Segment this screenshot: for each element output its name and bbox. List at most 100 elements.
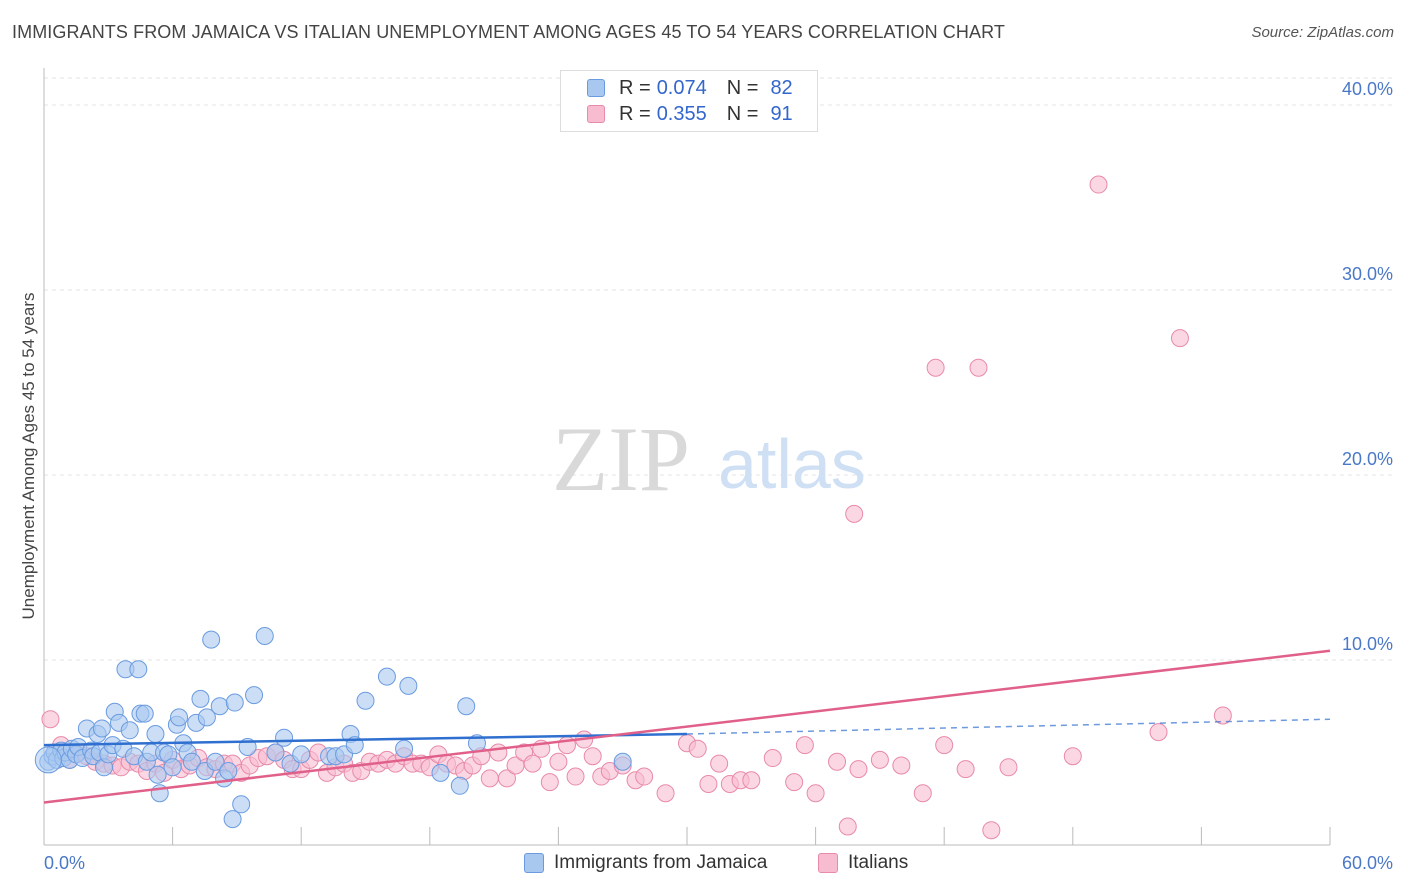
point-italians (1170, 329, 1189, 348)
point-italians (583, 747, 602, 766)
point-jamaica (275, 728, 294, 747)
point-jamaica (219, 762, 238, 780)
point-italians (763, 749, 782, 768)
point-jamaica (191, 689, 210, 708)
point-jamaica (170, 708, 189, 727)
point-italians (549, 752, 568, 771)
source-label: Source: ZipAtlas.com (1251, 24, 1394, 41)
legend-swatch-jamaica (587, 79, 605, 97)
point-jamaica (206, 752, 225, 771)
point-italians (956, 760, 975, 779)
trendline-jamaica-extension (686, 718, 1331, 735)
point-italians (926, 358, 945, 377)
chart-title: IMMIGRANTS FROM JAMAICA VS ITALIAN UNEMP… (12, 22, 1005, 42)
point-jamaica (356, 691, 375, 710)
y-tick-label: 10.0% (1342, 634, 1393, 654)
legend-swatch-italians (587, 105, 605, 123)
bottom-legend-item-italians: Italians (818, 852, 908, 874)
point-italians (870, 750, 889, 769)
point-italians (1213, 706, 1232, 725)
point-italians (785, 773, 804, 792)
point-italians (828, 752, 847, 771)
trendlines (43, 649, 1331, 804)
point-italians (935, 736, 954, 755)
point-jamaica (377, 667, 396, 686)
point-italians (845, 504, 864, 523)
point-italians (710, 754, 729, 773)
x-tick-label-min: 0.0% (44, 853, 85, 873)
legend-r-label: R = (619, 102, 651, 125)
point-jamaica (210, 697, 229, 716)
bottom-legend-item-jamaica: Immigrants from Jamaica (524, 852, 767, 874)
point-jamaica (225, 693, 244, 712)
point-jamaica (92, 719, 111, 738)
point-italians (523, 754, 542, 773)
point-jamaica (399, 676, 418, 695)
bottom-legend: Immigrants from Jamaica Italians (0, 852, 1406, 878)
point-italians (849, 760, 868, 779)
point-italians (999, 758, 1018, 777)
point-italians (699, 774, 718, 793)
bottom-legend-label-jamaica: Immigrants from Jamaica (554, 852, 768, 873)
bottom-legend-swatch-italians (818, 853, 838, 873)
point-jamaica (197, 708, 216, 727)
point-italians (566, 767, 585, 786)
point-jamaica (245, 686, 264, 705)
x-tick-label-max: 60.0% (1342, 853, 1393, 873)
point-italians (635, 767, 654, 786)
series-jamaica (34, 626, 632, 829)
point-italians (795, 736, 814, 755)
point-italians (489, 743, 508, 762)
point-italians (806, 784, 825, 803)
trendline-jamaica (43, 732, 688, 747)
x-ticks (43, 827, 1331, 845)
point-italians (1089, 175, 1108, 194)
point-jamaica-cluster (34, 746, 62, 774)
point-italians (1149, 723, 1168, 742)
point-italians (982, 821, 1001, 840)
point-italians (913, 784, 932, 803)
point-jamaica (163, 758, 182, 777)
point-italians (540, 773, 559, 792)
trendline-italians (43, 649, 1331, 804)
legend-n-label: N = (726, 76, 759, 99)
legend-n-value: 91 (770, 102, 793, 125)
y-tick-labels: 10.0% 20.0% 30.0% 40.0% (1342, 79, 1393, 654)
point-jamaica (129, 660, 148, 679)
point-jamaica (182, 752, 201, 771)
point-italians (41, 710, 60, 729)
point-jamaica (395, 739, 414, 758)
point-jamaica (232, 795, 251, 814)
y-axis-title: Unemployment Among Ages 45 to 54 years (19, 293, 38, 620)
watermark: ZIP atlas (552, 408, 866, 510)
point-italians (969, 358, 988, 377)
point-jamaica (266, 743, 285, 762)
legend-row-jamaica: R = 0.074 N = 82 (587, 75, 793, 101)
legend-r-label: R = (619, 76, 651, 99)
legend: R = 0.074 N = 82 R = 0.355 N = 91 (560, 70, 818, 132)
point-italians (892, 756, 911, 775)
point-jamaica (255, 626, 274, 645)
legend-row-italians: R = 0.355 N = 91 (587, 101, 793, 127)
gridlines (44, 77, 1394, 661)
watermark-zip: ZIP (552, 408, 690, 510)
legend-r-value: 0.074 (656, 76, 707, 99)
y-tick-label: 30.0% (1342, 264, 1393, 284)
watermark-atlas: atlas (718, 425, 866, 503)
point-jamaica (223, 810, 242, 829)
point-italians (480, 769, 499, 788)
legend-r-value: 0.355 (656, 102, 707, 125)
point-jamaica (120, 721, 139, 740)
point-italians (688, 739, 707, 758)
point-jamaica (450, 776, 469, 795)
legend-n-label: N = (726, 102, 759, 125)
point-jamaica (202, 630, 221, 649)
point-italians (838, 817, 857, 836)
point-italians (656, 784, 675, 803)
point-jamaica (292, 745, 311, 764)
point-jamaica (135, 704, 154, 723)
y-tick-label: 20.0% (1342, 449, 1393, 469)
point-jamaica (613, 752, 632, 771)
y-tick-label: 40.0% (1342, 79, 1393, 99)
